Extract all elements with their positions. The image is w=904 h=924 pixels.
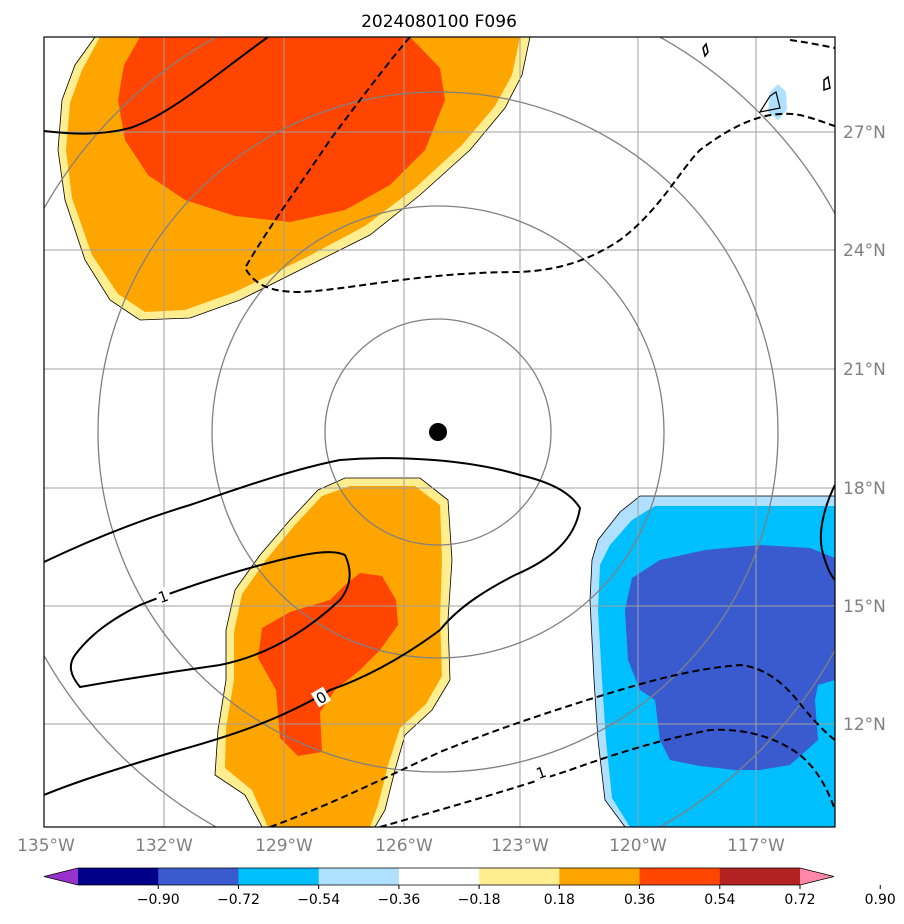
colorbar-segment: [318, 868, 400, 885]
colorbar-segment: [158, 868, 239, 885]
contour-labels: 1 0 1: [153, 586, 551, 783]
shading-outlines: [57, 37, 835, 827]
lat-tick-24n: 24°N: [843, 241, 886, 261]
solid-contours: [44, 37, 835, 796]
storm-center-marker: [429, 423, 447, 441]
positive-anomaly-northwest: [58, 37, 530, 320]
lon-tick-120w: 120°W: [609, 836, 667, 856]
lat-lon-grid: [44, 37, 835, 827]
colorbar-extend-high: [800, 868, 834, 885]
colorbar-tick-label: 0.90: [865, 892, 896, 908]
longitude-tick-labels: 135°W 132°W 129°W 126°W 123°W 120°W 117°…: [17, 836, 785, 856]
lat-tick-15n: 15°N: [843, 597, 886, 617]
colorbar-tick-label: −0.90: [137, 892, 180, 908]
lat-tick-18n: 18°N: [843, 479, 886, 499]
colorbar-segment: [78, 868, 159, 885]
lon-tick-135w: 135°W: [17, 836, 75, 856]
plot-border: [43, 36, 836, 828]
lon-tick-129w: 129°W: [255, 836, 313, 856]
lat-tick-21n: 21°N: [843, 360, 886, 380]
colorbar-tick-label: −0.36: [377, 892, 420, 908]
lon-tick-132w: 132°W: [135, 836, 193, 856]
colorbar-segment: [238, 868, 320, 885]
figure-title: 2024080100 F096: [361, 12, 517, 32]
colorbar-tick-label: −0.72: [217, 892, 260, 908]
lon-tick-123w: 123°W: [491, 836, 549, 856]
colorbar-segment: [639, 868, 721, 885]
colorbar-segment: [398, 868, 480, 885]
colorbar-outline: [43, 867, 835, 886]
lat-tick-12n: 12°N: [843, 715, 886, 735]
colorbar: −0.90 −0.72 −0.54 −0.36 −0.18 0.18 0.36 0.54 0.7…: [43, 867, 896, 908]
lat-tick-27n: 27°N: [843, 123, 886, 143]
colorbar-segment: [719, 868, 801, 885]
colorbar-segment: [479, 868, 560, 885]
lon-tick-126w: 126°W: [375, 836, 433, 856]
negative-anomaly-small-patch: [768, 84, 787, 120]
positive-anomaly-south: [215, 478, 452, 827]
range-rings: [44, 37, 835, 827]
colorbar-tick-label: −0.18: [458, 892, 501, 908]
colorbar-tick-label: 0.36: [624, 892, 655, 908]
colorbar-segment: [559, 868, 641, 885]
latitude-tick-labels: 27°N 24°N 21°N 18°N 15°N 12°N: [843, 123, 886, 735]
colorbar-extend-low: [44, 868, 78, 885]
lon-tick-117w: 117°W: [727, 836, 785, 856]
colorbar-tick-label: 0.18: [544, 892, 575, 908]
colorbar-tick-label: 0.72: [784, 892, 815, 908]
dashed-contours: [243, 37, 835, 827]
negative-anomaly-southeast: [590, 496, 835, 827]
colorbar-tick-label: −0.54: [297, 892, 340, 908]
colorbar-tick-label: 0.54: [704, 892, 735, 908]
map-plot-area: 1 0 1: [44, 37, 835, 827]
